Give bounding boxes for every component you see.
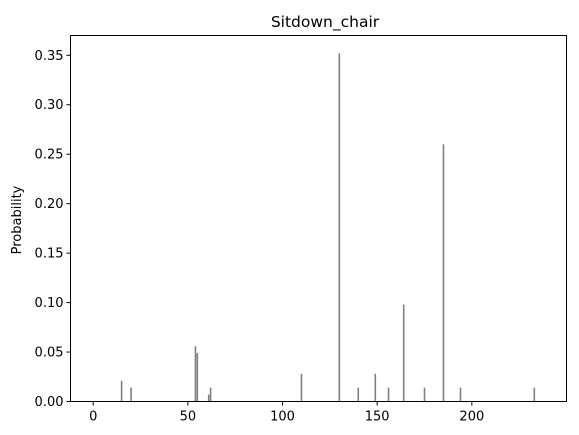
plot-frame xyxy=(70,35,567,402)
y-tick-label: 0.20 xyxy=(35,197,64,212)
bar-62 xyxy=(209,387,212,402)
y-tick-label: 0.25 xyxy=(35,148,64,163)
y-tick-label: 0.00 xyxy=(35,395,64,410)
bar-54 xyxy=(194,346,197,402)
y-tick-label: 0.30 xyxy=(35,98,64,113)
x-tick-label: 200 xyxy=(459,410,484,425)
chart-title: Sitdown_chair xyxy=(271,13,380,32)
bar-61 xyxy=(207,394,210,402)
bar-130 xyxy=(338,53,341,402)
y-tick-label: 0.15 xyxy=(35,247,64,262)
bars-group xyxy=(120,53,536,402)
bar-175 xyxy=(423,387,426,402)
y-tick-label: 0.05 xyxy=(35,346,64,361)
x-tick-label: 50 xyxy=(180,410,197,425)
bar-140 xyxy=(357,387,360,402)
bar-164 xyxy=(402,304,405,402)
bar-194 xyxy=(459,387,462,402)
bar-233 xyxy=(533,387,536,402)
y-axis-label: Probability xyxy=(10,185,25,254)
bar-15 xyxy=(120,380,123,402)
bar-55 xyxy=(196,353,199,402)
bar-20 xyxy=(130,387,132,402)
y-tick-label: 0.10 xyxy=(35,296,64,311)
bar-110 xyxy=(300,373,303,402)
bar-149 xyxy=(374,373,377,402)
bar-156 xyxy=(387,387,390,402)
y-tick-label: 0.35 xyxy=(35,49,64,64)
bar-185 xyxy=(442,144,445,402)
x-tick-label: 0 xyxy=(89,410,97,425)
x-tick-label: 150 xyxy=(365,410,390,425)
x-tick-label: 100 xyxy=(270,410,295,425)
ticks-group: 0 50 100 150 200 0.00 0.05 0.10 0.15 0.20 0.25 0.30… xyxy=(35,49,485,425)
